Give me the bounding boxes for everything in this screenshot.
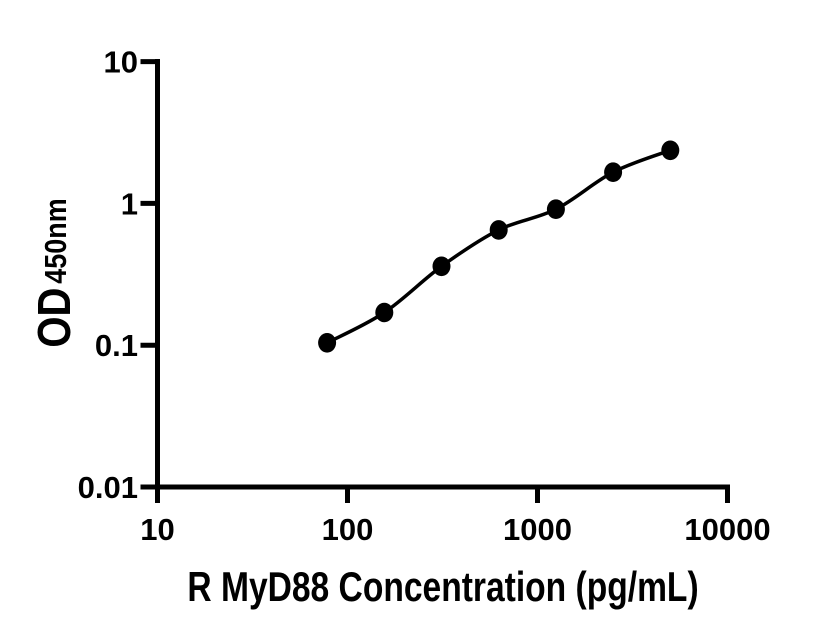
- data-point-marker: [375, 302, 394, 323]
- data-points: [318, 140, 680, 353]
- y-axis-title-main: OD: [29, 288, 80, 348]
- x-tick-label: 10000: [684, 512, 770, 547]
- x-tick-label: 1000: [503, 512, 572, 547]
- y-axis-title: OD 450nm: [29, 198, 80, 347]
- y-axis-title-subscript: 450nm: [39, 198, 73, 283]
- y-tick-label: 0.01: [78, 470, 138, 505]
- data-point-marker: [489, 220, 508, 240]
- data-point-marker: [604, 162, 623, 182]
- y-axis-ticks: 0.01 0.1 1 10: [78, 45, 160, 505]
- x-tick-label: 10: [140, 512, 174, 547]
- data-point-marker: [318, 333, 337, 353]
- x-tick-label: 100: [322, 512, 374, 547]
- data-point-marker: [661, 140, 680, 161]
- x-axis-ticks: 10 100 1000 10000: [140, 485, 771, 547]
- y-tick-label: 0.1: [95, 328, 138, 363]
- y-tick-label: 1: [121, 186, 138, 221]
- x-axis-title: R MyD88 Concentration (pg/mL): [187, 565, 698, 611]
- data-point-marker: [432, 256, 451, 277]
- data-point-marker: [546, 199, 565, 219]
- y-tick-label: 10: [104, 45, 138, 80]
